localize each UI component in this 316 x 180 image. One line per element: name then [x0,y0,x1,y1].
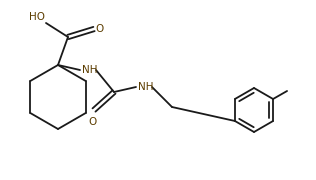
Text: O: O [95,24,103,34]
Text: HO: HO [29,12,45,22]
Text: NH: NH [82,65,98,75]
Text: O: O [89,117,97,127]
Text: NH: NH [138,82,154,92]
